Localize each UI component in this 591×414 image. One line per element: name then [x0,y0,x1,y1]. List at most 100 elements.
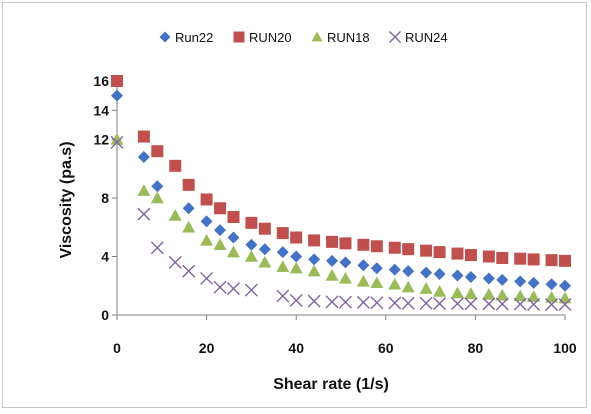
data-point-diamond [433,268,446,281]
y-tick-label: 4 [101,249,109,265]
data-point-triangle [401,280,415,293]
data-point-triangle [200,233,214,246]
y-tick-label: 0 [101,307,109,323]
data-point-diamond [464,270,477,283]
data-point-x [137,207,151,221]
data-point-triangle [388,277,402,290]
data-point-x [419,296,433,310]
data-point-diamond [290,250,303,263]
data-point-square [169,159,182,172]
y-tick-label: 16 [93,73,109,89]
x-tick-label: 20 [199,340,215,356]
data-point-triangle [338,271,352,284]
data-point-square [339,237,352,250]
data-point-square [482,250,495,263]
data-point-x [200,271,214,285]
data-point-x [513,297,527,311]
data-point-diamond [182,202,195,215]
data-point-diamond [151,180,164,193]
data-point-diamond [276,246,289,259]
data-point-x [182,264,196,278]
data-point-diamond [514,275,527,288]
x-tick-label: 100 [553,340,577,356]
data-point-square [233,31,245,43]
data-point-diamond [339,256,352,269]
data-point-square [388,241,401,254]
data-point-diamond [496,273,509,286]
data-point-diamond [402,265,415,278]
data-point-triangle [168,209,182,221]
data-point-x [307,294,321,308]
data-point-square [182,178,195,191]
data-point-x [150,241,164,255]
data-point-square [276,227,289,240]
data-point-x [545,297,559,311]
data-point-diamond [326,254,339,267]
data-point-triangle [558,291,572,304]
data-point-x [482,297,496,311]
data-point-x [213,280,227,294]
data-point-x [464,297,478,311]
data-point-diamond [137,151,150,164]
data-point-x [244,283,258,297]
data-point-square [514,252,527,265]
data-point-x [388,296,402,310]
data-point-x [356,295,370,309]
data-point-diamond [527,276,540,289]
data-point-x [558,297,572,311]
data-point-x [325,295,339,309]
data-point-square [290,231,303,244]
data-point-x [495,297,509,311]
data-point-x [401,296,415,310]
data-point-diamond [227,231,240,244]
data-point-square [245,216,258,229]
data-point-triangle [150,191,164,204]
data-point-triangle [433,285,447,297]
data-point-triangle [419,282,433,294]
data-point-square [200,193,213,206]
legend-label: RUN24 [405,30,448,45]
data-point-square [308,234,321,247]
x-tick-label: 40 [288,340,304,356]
data-point-x [527,297,541,311]
data-point-square [433,246,446,259]
data-point-x [433,297,447,311]
data-point-x [338,295,352,309]
data-point-diamond [245,238,258,251]
data-point-triangle [356,274,370,287]
data-point-triangle [513,289,527,302]
data-point-triangle [226,245,240,258]
data-point-square [326,235,339,248]
data-point-x [289,293,303,307]
data-point-triangle [244,250,258,262]
y-tick-label: 8 [101,190,109,206]
chart-frame: 0 4 8 12 14 16 0 20 40 60 80 100 Shear rate (1/s) Vis… [2,2,587,408]
data-point-square [451,247,464,260]
data-point-square [420,244,433,257]
y-tick-label: 14 [93,102,109,118]
data-point-square [214,202,227,215]
data-point-triangle [289,261,303,274]
data-point-square [402,243,415,256]
data-point-square [357,238,370,251]
data-point-x [110,135,124,149]
data-point-diamond [451,269,464,282]
data-point-square [137,130,150,143]
data-point-square [370,240,383,253]
x-axis-title: Shear rate (1/s) [273,376,389,393]
data-point-triangle [182,220,196,233]
data-point-triangle [307,264,321,277]
x-tick-label: 60 [378,340,394,356]
data-point-triangle [258,255,272,268]
data-point-diamond [545,278,558,291]
data-point-x [276,289,290,303]
data-point-diamond [308,253,321,266]
data-point-triangle [213,238,227,250]
data-point-triangle [545,290,559,303]
data-point-diamond [159,31,171,43]
data-point-diamond [111,89,123,102]
data-point-diamond [370,262,383,275]
data-point-square [151,145,164,158]
data-point-square [464,249,477,262]
data-point-diamond [214,224,227,237]
